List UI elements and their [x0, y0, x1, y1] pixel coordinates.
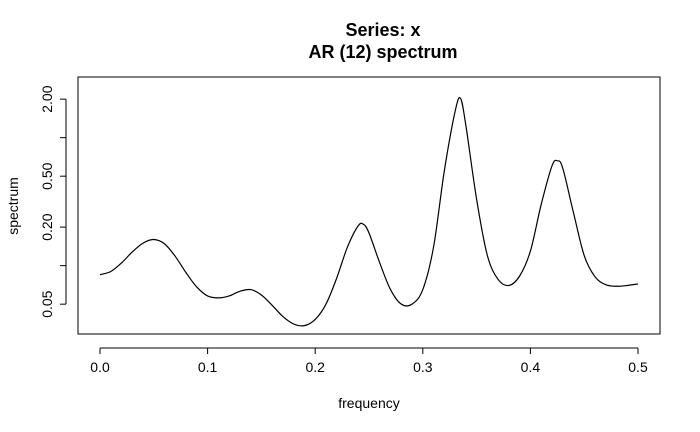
y-tick-label: 0.20 — [39, 213, 55, 240]
x-tick-label: 0.2 — [305, 359, 325, 375]
x-tick-label: 0.5 — [628, 359, 648, 375]
x-axis-ticks: 0.0 0.1 0.2 0.3 0.4 0.5 — [90, 348, 648, 375]
x-axis-label: frequency — [338, 395, 399, 411]
x-tick-label: 0.1 — [198, 359, 218, 375]
y-tick-label: 2.00 — [39, 85, 55, 112]
x-tick-label: 0.0 — [90, 359, 110, 375]
y-axis-label: spectrum — [5, 177, 21, 235]
y-tick-label: 0.50 — [39, 162, 55, 189]
y-tick-label: 0.05 — [39, 290, 55, 317]
plot-frame — [77, 76, 661, 335]
chart-title: Series: x — [345, 20, 420, 40]
chart-subtitle: AR (12) spectrum — [308, 42, 457, 62]
x-tick-label: 0.4 — [521, 359, 541, 375]
x-tick-label: 0.3 — [413, 359, 433, 375]
y-axis-ticks: 0.05 0.20 0.50 2.00 — [39, 85, 66, 318]
series-line — [99, 97, 639, 327]
